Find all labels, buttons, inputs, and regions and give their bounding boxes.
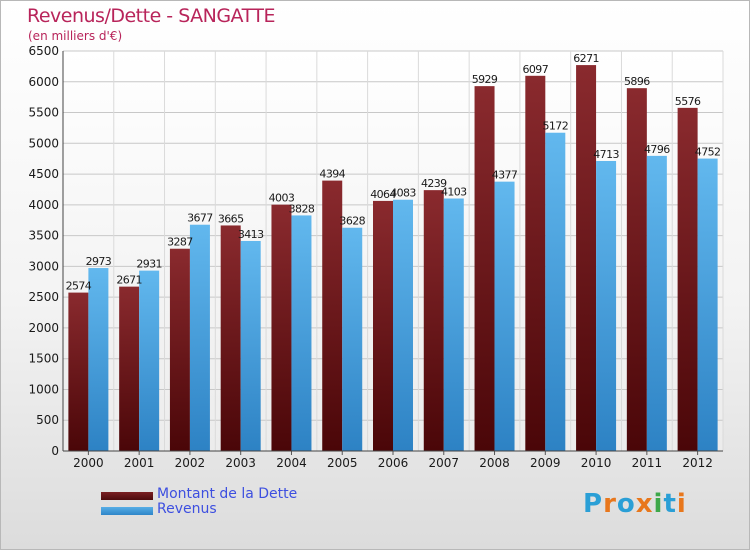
revenue-bar xyxy=(88,268,109,451)
x-tick-label: 2012 xyxy=(682,456,713,470)
chart-title: Revenus/Dette - SANGATTE xyxy=(27,5,275,27)
debt-bar xyxy=(474,86,495,451)
revenue-value-label: 5172 xyxy=(543,120,569,133)
y-tick-label: 5000 xyxy=(28,136,59,150)
x-tick-label: 2010 xyxy=(581,456,612,470)
revenue-bar xyxy=(291,215,312,451)
x-tick-label: 2005 xyxy=(327,456,358,470)
debt-bar xyxy=(322,180,343,451)
y-tick-label: 5500 xyxy=(28,106,59,120)
axes: 0 500 1000 1500 2000 2500 3000 3500 4000 4500 5000… xyxy=(28,44,723,470)
debt-bar xyxy=(68,292,89,451)
debt-bar xyxy=(525,75,546,452)
legend-swatch-debt xyxy=(101,492,153,500)
logo-letter: i xyxy=(653,489,664,519)
revenue-value-label: 4377 xyxy=(492,169,518,182)
value-labels: 2574 2973 2671 2931 3287 3677 3665 3413 40033828… xyxy=(66,52,721,293)
debt-value-label: 4064 xyxy=(370,188,396,201)
debt-value-label: 4003 xyxy=(269,192,295,205)
y-tick-label: 2500 xyxy=(28,290,59,304)
debt-value-label: 3665 xyxy=(218,212,244,225)
debt-bar xyxy=(373,200,393,451)
debt-bar xyxy=(677,107,698,451)
revenue-bar xyxy=(494,181,515,451)
revenue-value-label: 2973 xyxy=(86,255,112,268)
debt-value-label: 6097 xyxy=(523,63,549,76)
logo-letter: r xyxy=(603,489,617,519)
x-tick-label: 2011 xyxy=(632,456,663,470)
revenue-value-label: 3828 xyxy=(289,202,315,215)
debt-value-label: 5929 xyxy=(472,73,498,86)
y-tick-label: 3000 xyxy=(28,259,59,273)
debt-bar xyxy=(271,204,292,451)
revenue-value-label: 3677 xyxy=(187,212,213,225)
revenue-bar xyxy=(240,240,261,451)
x-tick-label: 2000 xyxy=(73,456,104,470)
x-tick-label: 2007 xyxy=(428,456,459,470)
debt-bar xyxy=(423,190,444,451)
revenue-bar xyxy=(139,270,160,451)
debt-bar xyxy=(119,286,140,451)
y-tick-label: 500 xyxy=(36,413,59,427)
debt-bar xyxy=(169,248,190,451)
logo-letter: o xyxy=(616,489,636,519)
debt-value-label: 6271 xyxy=(573,52,599,65)
revenue-bar xyxy=(545,132,566,451)
proxiti-logo: Proxiti xyxy=(583,489,687,519)
debt-value-label: 4239 xyxy=(421,177,447,190)
y-tick-label: 1000 xyxy=(28,382,59,396)
revenue-value-label: 4713 xyxy=(593,148,619,161)
revenue-bar xyxy=(596,160,617,451)
y-tick-label: 1500 xyxy=(28,352,59,366)
revenue-bar xyxy=(189,224,210,451)
revenue-bar xyxy=(393,199,413,451)
revenue-value-label: 4752 xyxy=(695,146,721,159)
debt-bar xyxy=(220,225,241,451)
debt-value-label: 2574 xyxy=(66,280,92,293)
x-tick-label: 2002 xyxy=(175,456,206,470)
debt-value-label: 5896 xyxy=(624,75,650,88)
y-tick-label: 4000 xyxy=(28,198,59,212)
logo-letter: t xyxy=(663,489,677,519)
y-tick-label: 3500 xyxy=(28,229,59,243)
y-tick-label: 4500 xyxy=(28,167,59,181)
revenue-value-label: 3628 xyxy=(339,215,365,228)
y-tick-label: 6500 xyxy=(28,44,59,58)
logo-letter: P xyxy=(583,489,604,519)
debt-value-label: 5576 xyxy=(675,95,701,108)
x-tick-label: 2001 xyxy=(124,456,155,470)
debt-value-label: 3287 xyxy=(167,236,193,249)
debt-value-label: 4394 xyxy=(319,168,345,181)
debt-bar xyxy=(576,65,597,451)
legend-label-revenue: Revenus xyxy=(157,501,217,517)
revenue-value-label: 4083 xyxy=(390,187,416,200)
x-tick-label: 2009 xyxy=(530,456,561,470)
bars xyxy=(68,65,718,452)
revenue-value-label: 2931 xyxy=(136,258,162,271)
revenue-bar xyxy=(697,158,718,452)
revenue-value-label: 3413 xyxy=(238,228,264,241)
revenue-value-label: 4796 xyxy=(644,143,670,156)
debt-bar xyxy=(626,88,647,452)
debt-value-label: 2671 xyxy=(116,274,142,287)
legend-swatch-revenue xyxy=(101,507,153,515)
x-tick-label: 2003 xyxy=(225,456,256,470)
x-tick-label: 2004 xyxy=(276,456,307,470)
y-tick-label: 2000 xyxy=(28,321,59,335)
y-tick-label: 0 xyxy=(51,444,59,458)
revenue-bar xyxy=(646,155,667,451)
logo-letter: x xyxy=(635,489,654,519)
y-tick-label: 6000 xyxy=(28,75,59,89)
x-tick-label: 2006 xyxy=(378,456,409,470)
logo-letter: i xyxy=(676,489,687,519)
revenue-value-label: 4103 xyxy=(441,186,467,199)
revenue-bar xyxy=(342,227,363,451)
revenue-bar xyxy=(443,198,464,451)
x-tick-label: 2008 xyxy=(479,456,510,470)
legend-label-debt: Montant de la Dette xyxy=(157,486,298,502)
chart-subtitle: (en milliers d'€) xyxy=(28,29,123,43)
